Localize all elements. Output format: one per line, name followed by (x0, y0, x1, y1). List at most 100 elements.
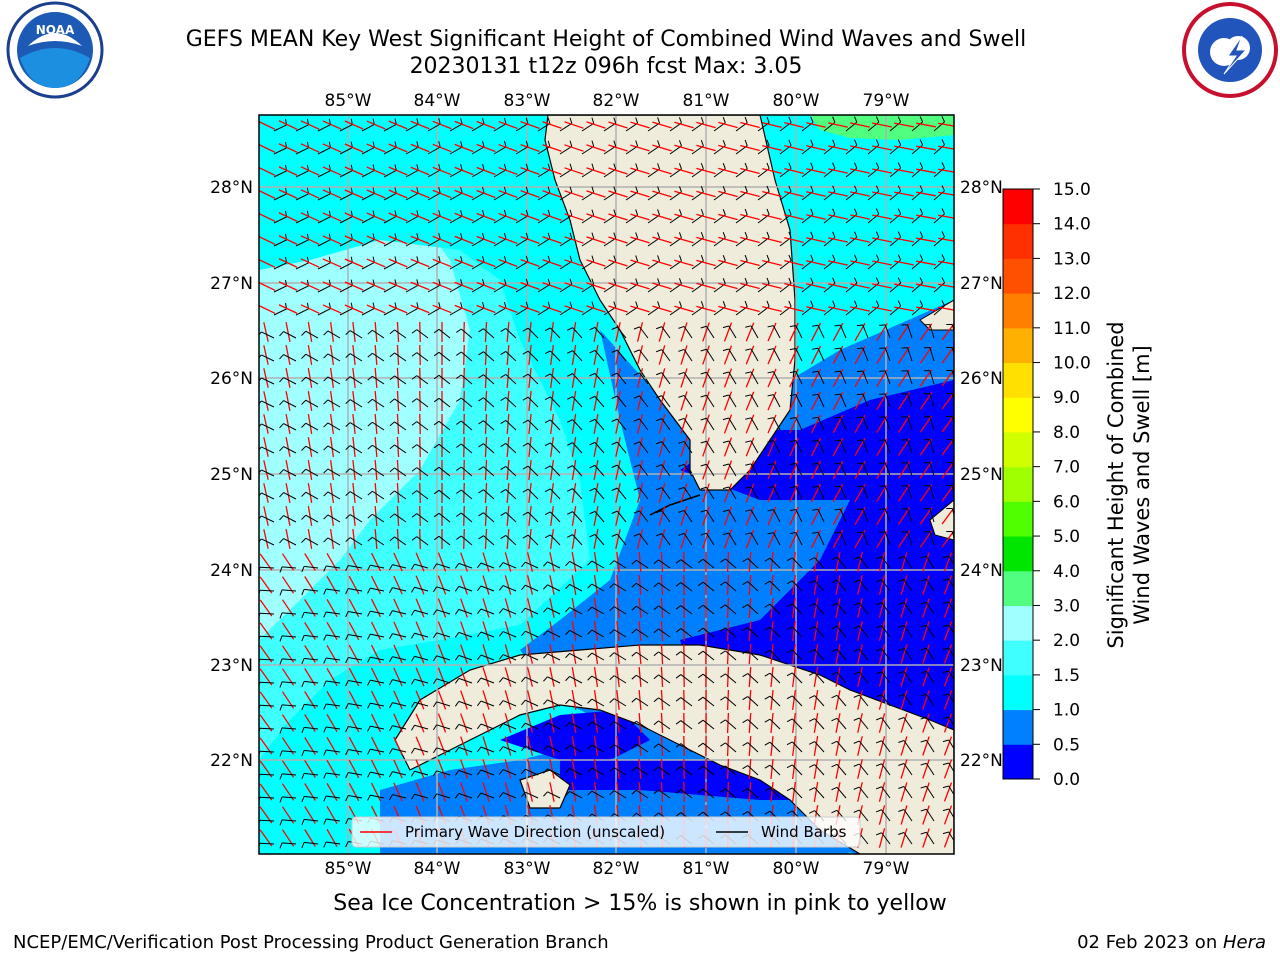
wind-barb (326, 703, 341, 707)
wave-arrow (941, 484, 954, 502)
wind-barb (791, 672, 803, 684)
wind-barb-flag (812, 531, 819, 534)
wind-barb (636, 766, 649, 776)
wind-barb (603, 237, 616, 247)
wind-barb-flag (456, 351, 462, 356)
wind-barb (436, 701, 451, 707)
wind-barb-flag (589, 441, 596, 446)
wave-arrow (526, 759, 534, 779)
wind-barb (702, 650, 715, 661)
lat-tick-right: 22°N (960, 751, 1003, 771)
wave-arrow (916, 191, 936, 197)
wave-arrow (726, 712, 730, 734)
wave-arrow (322, 120, 342, 130)
footer-host: Hera (1222, 932, 1266, 953)
wind-barb (525, 584, 539, 592)
wind-barb (295, 216, 309, 224)
wind-barb-flag (700, 394, 707, 398)
wind-barb-flag (301, 842, 305, 849)
wind-barb-flag (678, 325, 685, 329)
wave-arrow (789, 414, 799, 434)
wave-arrow (745, 437, 755, 457)
wind-barb-flag (432, 586, 438, 593)
wave-arrow (767, 391, 777, 411)
wind-barb (929, 347, 935, 362)
wave-arrow (564, 167, 584, 175)
wind-barb (515, 284, 529, 293)
wave-arrow (615, 437, 621, 457)
wind-barb-flag (609, 629, 615, 635)
wave-arrow (278, 166, 298, 176)
wind-barb-flag (609, 767, 615, 773)
wave-arrow (571, 345, 577, 365)
wind-barb (572, 534, 583, 546)
wind-barb-flag (653, 812, 659, 818)
wind-barb (747, 742, 759, 753)
wind-barb-flag (897, 162, 902, 169)
wind-barb (493, 284, 507, 293)
wave-arrow (300, 235, 320, 245)
wind-barb-flag (301, 537, 307, 543)
wind-barb (537, 284, 551, 293)
wind-barb-flag (482, 301, 485, 309)
wind-barb-flag (897, 116, 902, 123)
wind-barb-flag (809, 626, 815, 630)
wave-arrow (549, 621, 555, 641)
wind-barb-flag (301, 658, 305, 665)
wind-barb-flag (678, 117, 682, 124)
wind-barb (305, 399, 319, 408)
wave-arrow (352, 482, 356, 504)
wind-barb (394, 536, 407, 546)
wind-barb-flag (367, 794, 371, 801)
wind-barb (929, 462, 935, 477)
wind-barb (549, 396, 561, 408)
wind-barb (581, 237, 595, 247)
wind-barb (903, 602, 913, 615)
wind-barb-flag (389, 444, 395, 450)
wind-barb (725, 581, 737, 592)
wind-barb (862, 370, 869, 385)
wave-arrow (806, 260, 826, 266)
wave-arrow (943, 690, 953, 710)
wave-arrow (370, 667, 382, 687)
wind-barb-flag (569, 117, 573, 124)
wind-barb-flag (920, 831, 927, 835)
wind-barb (639, 441, 649, 454)
wind-barb (616, 395, 627, 408)
wind-barb-flag (544, 534, 551, 539)
wind-barb-flag (433, 466, 440, 472)
wave-arrow (616, 551, 620, 573)
wave-arrow (460, 667, 468, 687)
wave-arrow (872, 214, 892, 220)
wind-barb (436, 655, 451, 661)
wind-barb (438, 535, 451, 546)
wind-barb (903, 694, 913, 707)
lat-tick-left: 24°N (210, 561, 253, 581)
wave-arrow (463, 459, 465, 481)
wave-arrow (329, 368, 335, 388)
wind-barb-flag (764, 603, 771, 608)
wind-barb (416, 513, 429, 523)
wave-arrow (723, 345, 733, 365)
wind-barb-flag (394, 164, 397, 171)
lat-tick-right: 26°N (960, 369, 1003, 389)
wave-arrow (658, 437, 666, 457)
wave-arrow (593, 575, 599, 595)
wind-barb (658, 697, 671, 707)
wind-barb-flag (744, 208, 748, 215)
wave-arrow (784, 122, 804, 128)
wave-arrow (388, 212, 408, 222)
wave-arrow (922, 552, 930, 572)
wave-arrow (526, 598, 534, 618)
wave-arrow (432, 235, 452, 245)
wind-barb-flag (567, 511, 573, 515)
wave-arrow (792, 759, 796, 779)
wind-barb (572, 373, 583, 385)
wind-barb-flag (875, 763, 882, 767)
lat-tick-right: 25°N (960, 465, 1003, 485)
wave-arrow (348, 782, 360, 802)
wave-arrow (352, 528, 356, 550)
wave-arrow (638, 597, 642, 619)
wind-barb-flag (323, 703, 327, 710)
wave-arrow (329, 437, 335, 457)
